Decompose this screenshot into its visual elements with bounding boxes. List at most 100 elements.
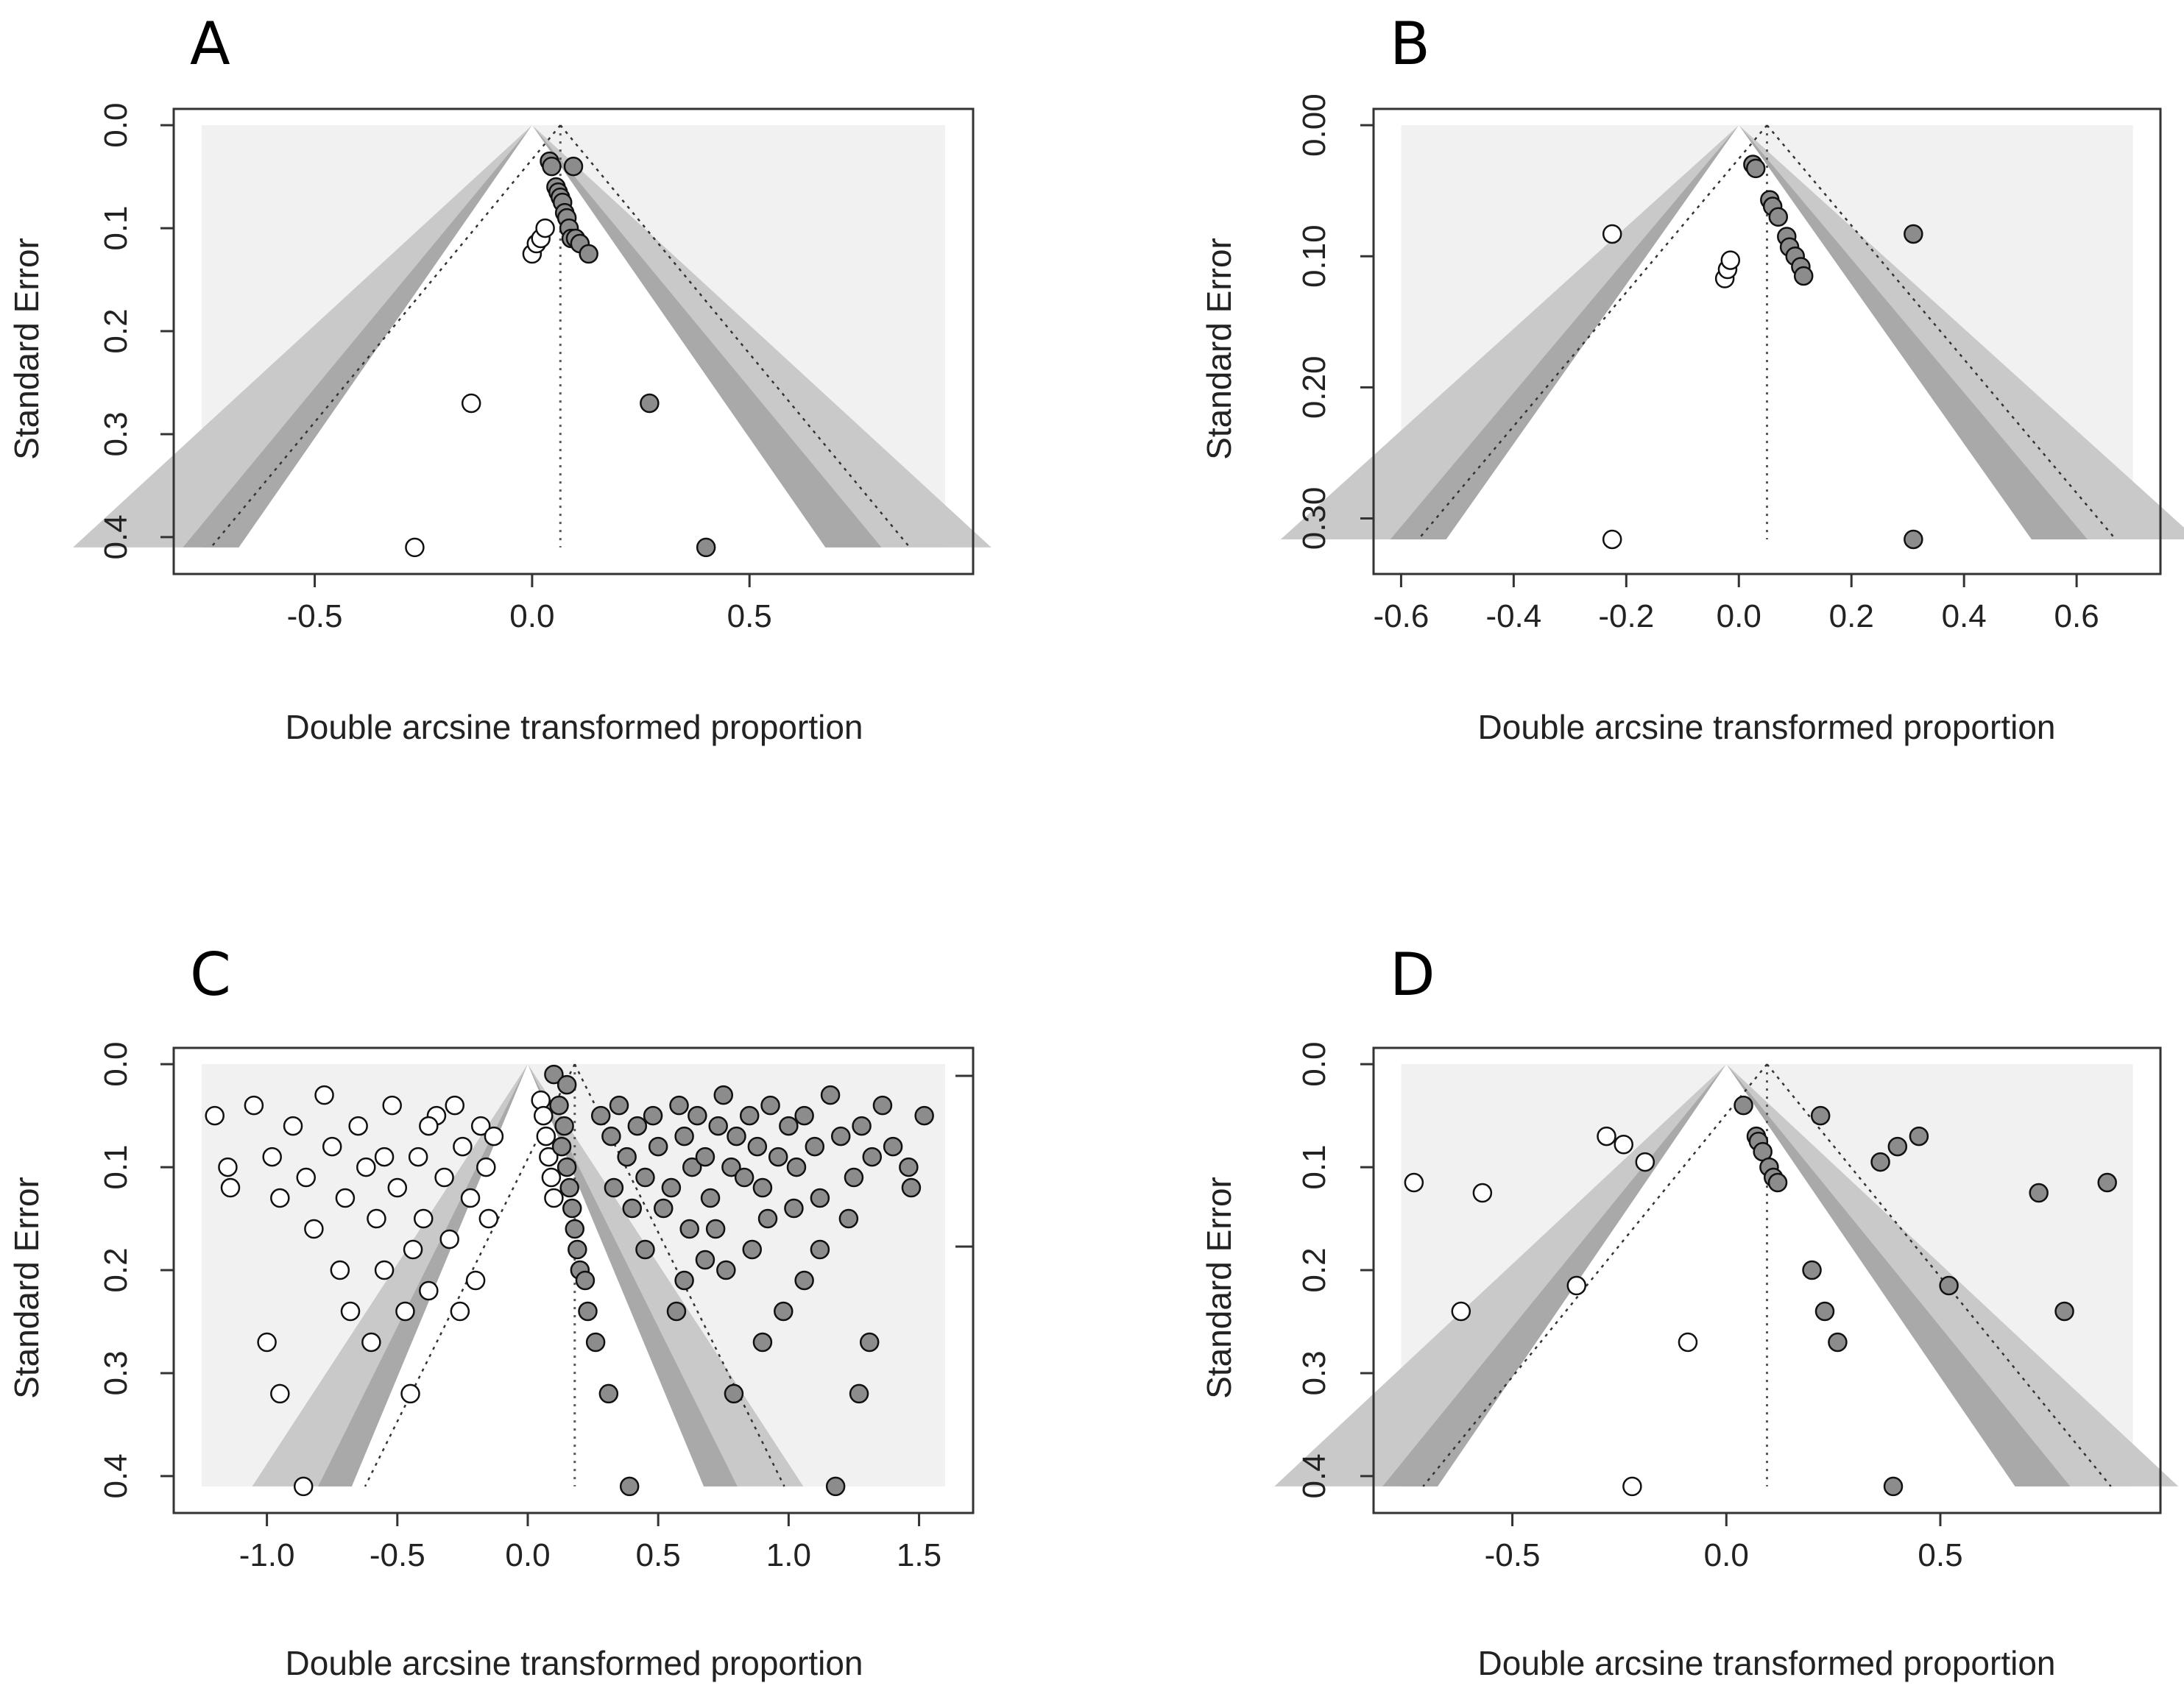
observed-study-point — [563, 156, 584, 177]
observed-study-point — [708, 1116, 728, 1136]
y-axis-title: Standard Error — [1200, 238, 1238, 460]
panel-label: A — [190, 10, 230, 78]
imputed-study-point — [419, 1280, 439, 1301]
observed-study-point — [562, 1198, 582, 1219]
observed-study-point — [688, 1105, 707, 1126]
observed-study-point — [2029, 1183, 2049, 1203]
imputed-study-point — [405, 537, 425, 558]
observed-study-point — [830, 1126, 851, 1147]
x-tick-label: 0.0 — [509, 598, 554, 634]
x-tick-label: -0.2 — [1598, 598, 1654, 634]
observed-study-point — [542, 156, 562, 177]
y-axis-title: Standard Error — [7, 238, 46, 460]
y-tick-label: 0.3 — [98, 411, 134, 456]
observed-study-point — [825, 1476, 846, 1497]
nonsignificant-region — [1438, 1064, 2015, 1486]
observed-study-point — [1802, 1260, 1822, 1280]
funnel-ci-right-line — [1766, 124, 2117, 540]
y-tick-label: 0.4 — [1296, 1453, 1332, 1498]
observed-study-point — [590, 1105, 611, 1126]
x-tick-label: -1.0 — [239, 1537, 295, 1573]
observed-study-point — [695, 1147, 715, 1167]
imputed-study-point — [434, 1167, 454, 1188]
contour-band-p05-right — [1739, 125, 2184, 539]
plot-area: -0.6 -0.4 -0.2 0.0 0.2 0.4 0.6 0.00 0.10 0.20 0.30 — [1280, 93, 2184, 634]
observed-study-point — [849, 1383, 869, 1404]
y-tick-label: 0.4 — [98, 1453, 134, 1498]
observed-study-point — [640, 393, 660, 414]
observed-study-point — [1814, 1301, 1835, 1322]
observed-study-point — [1904, 224, 1923, 244]
observed-study-point — [899, 1157, 919, 1177]
imputed-study-point — [220, 1177, 241, 1198]
observed-study-point — [1909, 1126, 1929, 1147]
observed-study-point — [779, 1116, 799, 1136]
contour-band-p10-left — [1390, 125, 1739, 539]
observed-study-point — [794, 1270, 814, 1291]
observed-study-point — [1828, 1332, 1848, 1353]
y-tick-label: 0.20 — [1296, 356, 1332, 419]
observed-study-point — [2097, 1172, 2117, 1193]
observed-study-point — [820, 1085, 841, 1105]
points — [405, 151, 716, 558]
contour-band-p10-right — [527, 1064, 738, 1486]
observed-study-point — [643, 1105, 663, 1126]
imputed-study-point — [314, 1085, 334, 1105]
points — [1602, 155, 1923, 550]
observed-study-point — [852, 1116, 872, 1136]
observed-study-point — [695, 1250, 715, 1270]
y-tick-label: 0.0 — [98, 1042, 134, 1087]
observed-study-point — [648, 1136, 668, 1157]
imputed-study-point — [244, 1095, 264, 1116]
observed-study-point — [742, 1239, 762, 1260]
x-axis-title: Double arcsine transformed proportion — [1478, 1644, 2056, 1682]
observed-study-point — [844, 1167, 864, 1188]
nonsignificant-region — [1446, 125, 2032, 539]
observed-study-point — [556, 1074, 577, 1095]
contour-band-p10-left — [318, 1064, 528, 1486]
panel-d: -0.5 0.0 0.5 0.0 0.1 0.2 0.3 0.4 D Double arcsin… — [1200, 940, 2179, 1682]
observed-study-point — [551, 1136, 572, 1157]
x-tick-label: 0.0 — [505, 1537, 550, 1573]
contour-band-p10-right — [1739, 125, 2088, 539]
observed-study-point — [575, 1270, 596, 1291]
y-tick-label: 0.0 — [1296, 1042, 1332, 1087]
observed-study-point — [872, 1095, 893, 1116]
y-tick-label: 0.3 — [98, 1350, 134, 1395]
imputed-study-point — [476, 1157, 496, 1177]
imputed-study-point — [1614, 1135, 1633, 1155]
x-tick-label: -0.5 — [1485, 1537, 1541, 1573]
y-tick-label: 0.2 — [1296, 1247, 1332, 1292]
imputed-study-point — [348, 1116, 368, 1136]
observed-study-point — [549, 1095, 569, 1116]
observed-study-point — [556, 1157, 577, 1177]
observed-study-point — [727, 1126, 746, 1147]
x-tick-label: 0.0 — [1717, 598, 1761, 634]
y-tick-label: 0.1 — [98, 205, 134, 250]
x-axis-title: Double arcsine transformed proportion — [286, 708, 863, 746]
imputed-study-point — [400, 1383, 420, 1404]
observed-study-point — [619, 1476, 640, 1497]
observed-study-point — [838, 1208, 859, 1229]
observed-study-point — [1768, 207, 1789, 227]
observed-study-point — [716, 1260, 736, 1280]
x-tick-label: -0.4 — [1485, 598, 1541, 634]
imputed-study-point — [460, 1188, 481, 1208]
observed-study-point — [661, 1177, 682, 1198]
contour-band-p10-left — [183, 125, 532, 547]
observed-study-point — [635, 1167, 655, 1188]
observed-study-point — [654, 1198, 674, 1219]
observed-study-point — [578, 1301, 598, 1322]
imputed-study-point — [541, 1167, 562, 1188]
observed-study-point — [757, 1208, 778, 1229]
x-axis-title: Double arcsine transformed proportion — [286, 1644, 863, 1682]
imputed-study-point — [470, 1116, 491, 1136]
panel-label: B — [1390, 10, 1430, 78]
imputed-study-point — [1622, 1476, 1642, 1497]
observed-study-point — [627, 1116, 648, 1136]
plot-area: -1.0 -0.5 0.0 0.5 1.0 1.5 0.0 0.1 0.2 0.3 0.4 — [98, 1042, 975, 1573]
imputed-study-point — [367, 1208, 386, 1229]
contour-band-p10-right — [531, 125, 882, 547]
observed-study-point — [1810, 1105, 1831, 1126]
observed-study-point — [669, 1095, 689, 1116]
